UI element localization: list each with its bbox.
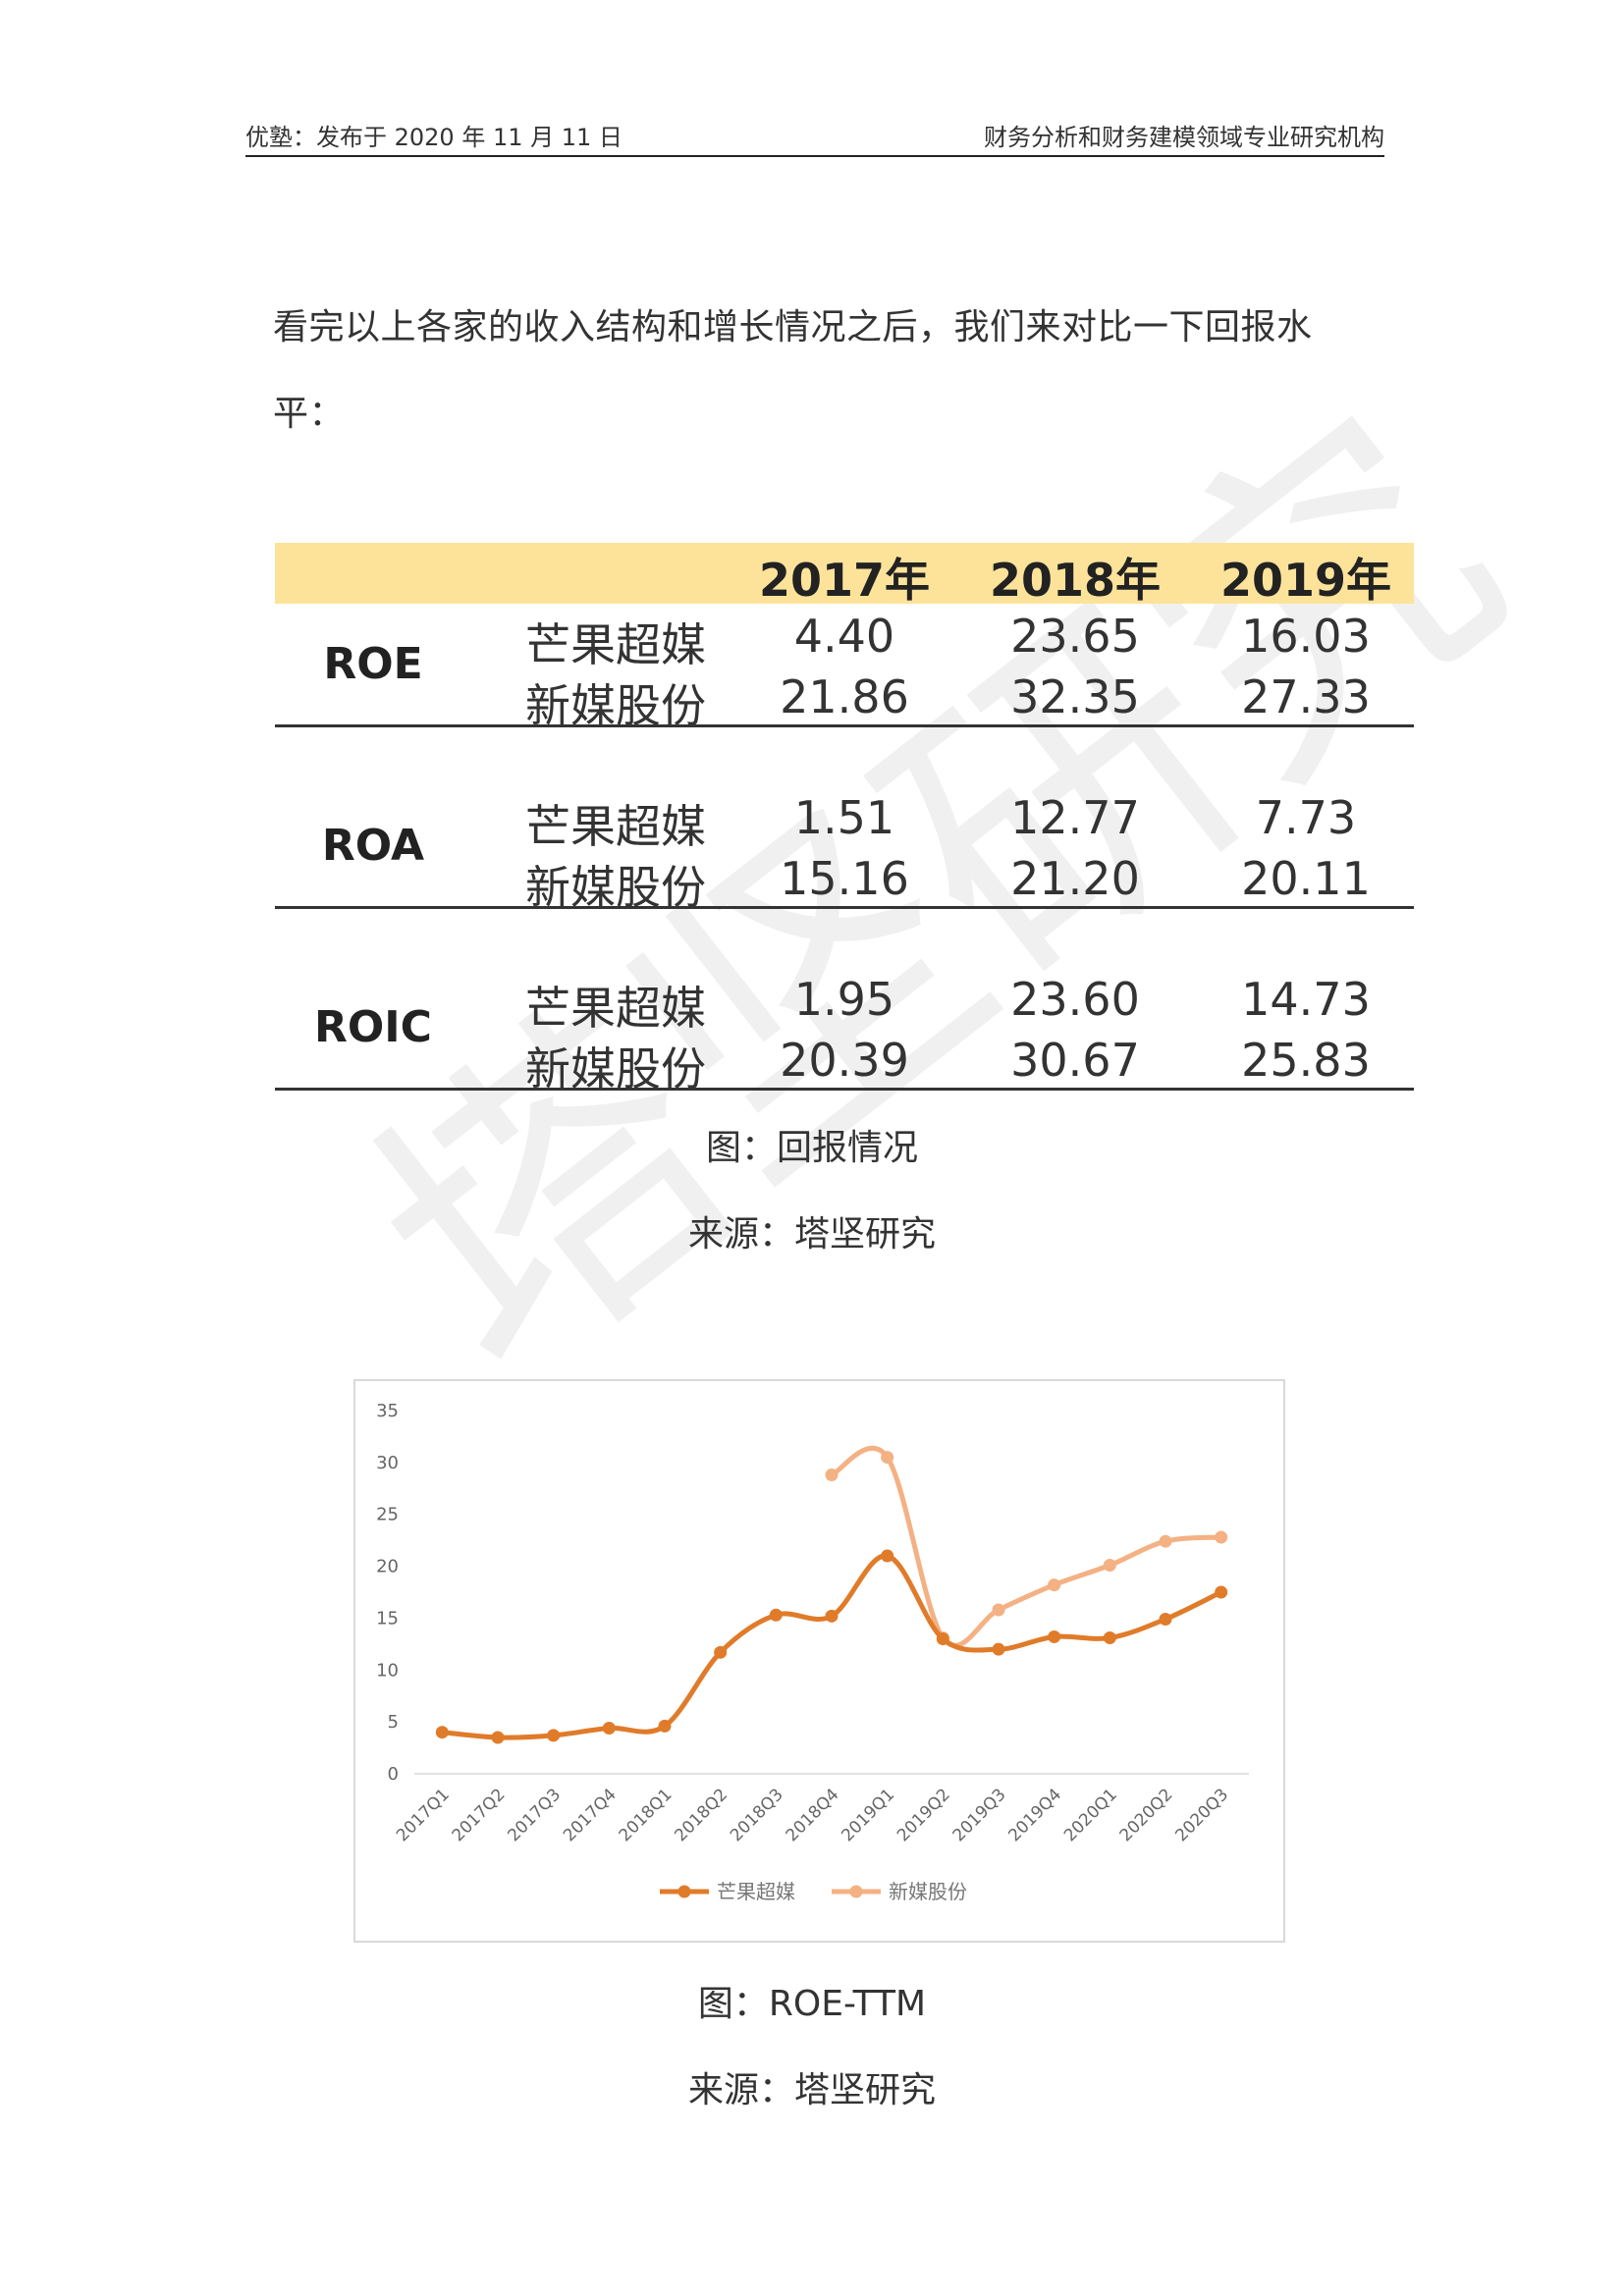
data-point (1103, 1559, 1116, 1573)
metric-label-roa: ROA (321, 821, 425, 871)
table-cell: 1.95 (793, 973, 895, 1026)
x-tick-label: 2018Q2 (671, 1785, 731, 1845)
table-cell: 32.35 (1010, 670, 1140, 723)
x-tick-label: 2017Q4 (560, 1785, 621, 1845)
source-caption: 来源：塔坚研究 (687, 1214, 936, 1255)
y-tick-label: 20 (376, 1557, 399, 1577)
data-point (1048, 1578, 1061, 1592)
year-header-band (275, 543, 1414, 604)
legend-marker (849, 1885, 863, 1898)
x-tick-label: 2017Q3 (504, 1785, 565, 1845)
data-point (881, 1549, 894, 1563)
table-cell: 4.40 (793, 610, 895, 663)
table-cell: 27.33 (1241, 670, 1371, 723)
series-line (442, 1553, 1222, 1740)
data-point (491, 1731, 505, 1744)
table-cell: 25.83 (1241, 1034, 1371, 1087)
x-tick-label: 2020Q2 (1116, 1785, 1177, 1845)
intro-paragraph: 看完以上各家的收入结构和增长情况之后，我们来对比一下回报水平： (273, 307, 1313, 434)
metric-label-roic: ROIC (314, 1002, 432, 1052)
chart-svg: 051015202530352017Q12017Q22017Q32017Q420… (376, 1401, 1249, 1903)
x-tick-label: 2019Q4 (1004, 1785, 1065, 1845)
data-point (992, 1603, 1005, 1617)
data-point (1159, 1612, 1172, 1626)
data-point (825, 1609, 839, 1623)
y-tick-label: 10 (376, 1660, 399, 1681)
table-rule (275, 1088, 1414, 1091)
y-tick-label: 15 (376, 1608, 399, 1629)
table-cell: 16.03 (1241, 610, 1371, 663)
metric-label-roe: ROE (323, 639, 423, 689)
data-point (547, 1729, 561, 1742)
data-point (658, 1719, 672, 1733)
table-cell: 21.86 (780, 670, 909, 723)
table-cell: 7.73 (1255, 791, 1357, 844)
table-cell: 30.67 (1010, 1034, 1140, 1087)
company-label: 芒果超媒 (525, 800, 706, 853)
x-tick-label: 2018Q3 (727, 1785, 787, 1845)
x-tick-label: 2017Q1 (393, 1785, 454, 1845)
legend-marker (677, 1885, 691, 1898)
table-cell: 21.20 (1010, 852, 1140, 905)
y-tick-label: 30 (376, 1453, 399, 1473)
table-rule (275, 724, 1414, 727)
legend-label: 芒果超媒 (717, 1880, 795, 1903)
legend-label: 新媒股份 (889, 1880, 967, 1903)
data-point (1215, 1530, 1228, 1544)
data-point (881, 1451, 894, 1465)
header-date: 优塾：发布于 2020 年 11 月 11 日 (245, 124, 623, 151)
source-caption: 来源：塔坚研究 (687, 2070, 936, 2110)
company-label: 新媒股份 (525, 1042, 706, 1095)
x-tick-label: 2019Q3 (949, 1785, 1010, 1845)
x-tick-label: 2018Q4 (783, 1785, 843, 1845)
x-tick-label: 2018Q1 (616, 1785, 677, 1845)
x-tick-label: 2020Q1 (1060, 1785, 1121, 1845)
figure-caption: 图：回报情况 (705, 1128, 918, 1168)
data-point (714, 1645, 728, 1659)
table-cell: 15.16 (780, 852, 909, 905)
data-point (936, 1632, 949, 1646)
table-cell: 14.73 (1241, 973, 1371, 1026)
x-tick-label: 2019Q1 (838, 1785, 898, 1845)
roe-ttm-chart: 0 5 10 15 20 25 30 35 2017Q1 2017Q2 2017Q3 2017Q4 20… (353, 1379, 1285, 1943)
table-cell: 23.60 (1010, 973, 1140, 1026)
data-point (1215, 1585, 1228, 1599)
header-tagline: 财务分析和财务建模领域专业研究机构 (984, 124, 1384, 151)
y-tick-label: 25 (376, 1505, 399, 1525)
y-tick-label: 35 (376, 1401, 399, 1421)
table-cell: 12.77 (1010, 791, 1140, 844)
table-rule (275, 906, 1414, 909)
table-cell: 20.39 (780, 1034, 909, 1087)
year-header: 2017年 (758, 554, 931, 607)
data-point (992, 1642, 1005, 1656)
table-cell: 1.51 (793, 791, 895, 844)
data-point (1159, 1534, 1172, 1548)
page-header: 优塾：发布于 2020 年 11 月 11 日 财务分析和财务建模领域专业研究机… (245, 114, 1384, 157)
figure-caption: 图：ROE-TTM (697, 1984, 927, 2024)
table-cell: 23.65 (1010, 610, 1140, 663)
data-point (1103, 1631, 1116, 1645)
year-header: 2019年 (1219, 554, 1392, 607)
table-cell: 20.11 (1241, 852, 1371, 905)
company-label: 新媒股份 (525, 861, 706, 914)
x-tick-label: 2020Q3 (1171, 1785, 1232, 1845)
x-tick-label: 2017Q2 (449, 1785, 510, 1845)
x-tick-label: 2019Q2 (893, 1785, 954, 1845)
data-point (769, 1608, 783, 1622)
data-point (435, 1726, 449, 1739)
data-point (825, 1468, 839, 1482)
data-point (602, 1721, 616, 1735)
year-header: 2018年 (989, 554, 1162, 607)
company-label: 芒果超媒 (525, 982, 706, 1035)
company-label: 芒果超媒 (525, 618, 706, 671)
company-label: 新媒股份 (525, 679, 706, 732)
y-tick-label: 5 (388, 1712, 399, 1733)
data-point (1048, 1629, 1061, 1643)
return-table: 2017年 2018年 2019年 ROE 芒果超媒 4.40 23.65 16… (275, 543, 1414, 1095)
y-tick-label: 0 (388, 1764, 399, 1785)
